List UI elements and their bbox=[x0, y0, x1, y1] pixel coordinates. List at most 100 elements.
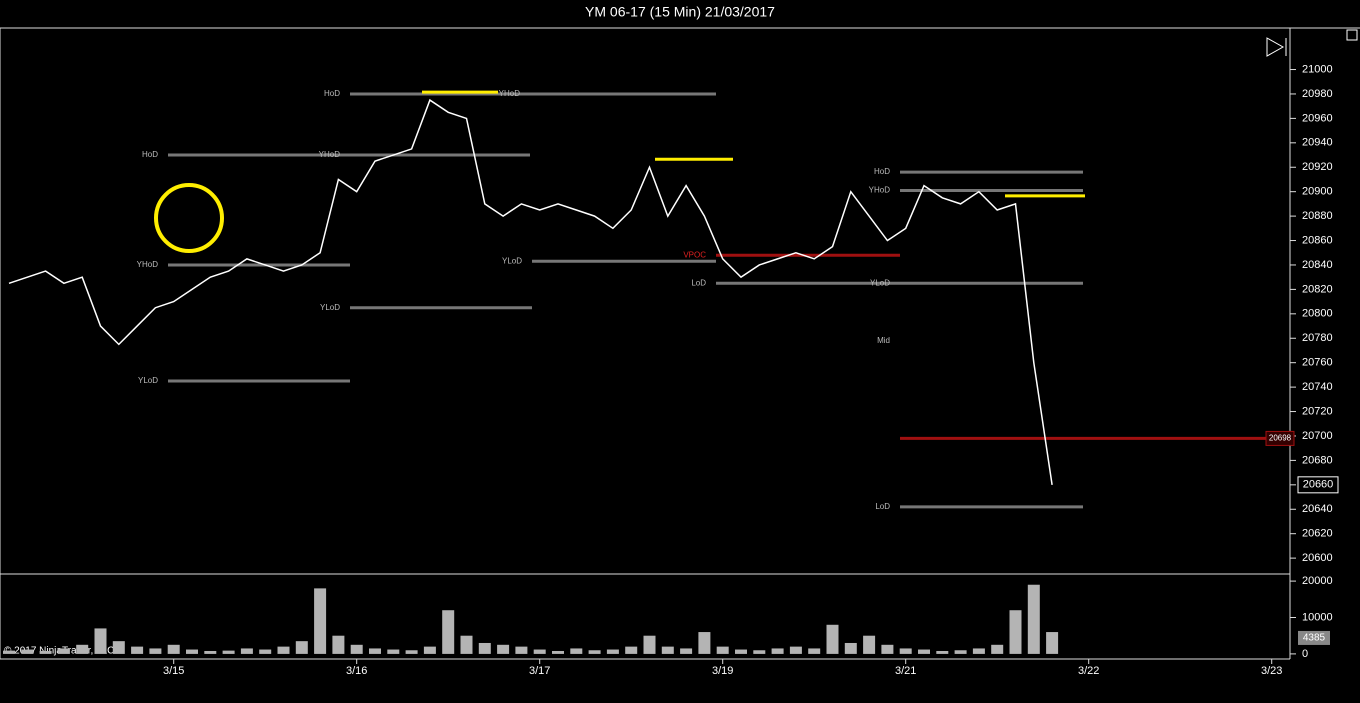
volume-bar bbox=[771, 648, 784, 654]
volume-bar bbox=[94, 628, 107, 654]
x-tick-label: 3/17 bbox=[529, 665, 550, 677]
x-tick-label: 3/15 bbox=[163, 665, 184, 677]
volume-bar bbox=[478, 642, 491, 654]
last-price-label: 20660 bbox=[1303, 479, 1334, 491]
volume-bar bbox=[222, 650, 235, 654]
level-label: YLoD bbox=[870, 278, 890, 287]
y-tick-label: 20760 bbox=[1302, 357, 1333, 369]
volume-bar bbox=[661, 646, 674, 654]
volume-bar bbox=[789, 646, 802, 654]
volume-bar bbox=[423, 646, 436, 654]
volume-bar bbox=[240, 648, 253, 654]
volume-bar bbox=[350, 644, 363, 654]
y-tick-label: 20680 bbox=[1302, 454, 1333, 466]
volume-bar bbox=[277, 646, 290, 654]
level-label: HoD bbox=[324, 89, 340, 98]
volume-bar bbox=[680, 648, 693, 654]
y-tick-label: 10000 bbox=[1302, 611, 1333, 623]
y-tick-label: 20000 bbox=[1302, 575, 1333, 587]
volume-bar bbox=[112, 641, 125, 654]
f-button[interactable] bbox=[1346, 29, 1358, 41]
volume-bar bbox=[1046, 632, 1059, 654]
volume-bar bbox=[167, 644, 180, 654]
volume-bar bbox=[881, 644, 894, 654]
level-label: YHoD bbox=[499, 89, 521, 98]
level-label: YHoD bbox=[319, 150, 341, 159]
volume-bar bbox=[936, 650, 949, 654]
x-tick-label: 3/23 bbox=[1261, 665, 1282, 677]
y-tick-label: 20960 bbox=[1302, 112, 1333, 124]
y-tick-label: 20720 bbox=[1302, 405, 1333, 417]
level-label: HoD bbox=[874, 167, 890, 176]
y-tick-label: 20900 bbox=[1302, 186, 1333, 198]
level-label: HoD bbox=[142, 150, 158, 159]
y-tick-label: 20880 bbox=[1302, 210, 1333, 222]
y-tick-label: 20840 bbox=[1302, 259, 1333, 271]
level-label: LoD bbox=[875, 502, 890, 511]
volume-bar bbox=[149, 648, 162, 654]
volume-bar bbox=[716, 646, 729, 654]
volume-bar bbox=[314, 588, 327, 654]
vpoc-label: 20698 bbox=[1269, 434, 1292, 443]
level-label: YLoD bbox=[138, 376, 158, 385]
x-tick-label: 3/19 bbox=[712, 665, 733, 677]
level-label: VPOC bbox=[683, 250, 706, 259]
volume-bar bbox=[552, 650, 564, 654]
level-label: YHoD bbox=[869, 186, 891, 195]
volume-bar bbox=[1009, 610, 1022, 654]
level-label: Mid bbox=[877, 336, 890, 345]
y-tick-label: 20800 bbox=[1302, 308, 1333, 320]
volume-bar bbox=[3, 650, 15, 654]
volume-bar bbox=[625, 646, 638, 654]
volume-bar bbox=[515, 646, 528, 654]
y-tick-label: 20920 bbox=[1302, 161, 1333, 173]
volume-bar bbox=[57, 648, 70, 654]
volume-bar bbox=[753, 650, 766, 654]
level-label: YHoD bbox=[137, 260, 159, 269]
volume-bar bbox=[972, 648, 985, 654]
volume-bar bbox=[1027, 584, 1040, 654]
volume-bar bbox=[863, 635, 876, 654]
y-tick-label: 20860 bbox=[1302, 234, 1333, 246]
volume-bar bbox=[497, 644, 510, 654]
y-tick-label: 20820 bbox=[1302, 283, 1333, 295]
volume-bar bbox=[387, 649, 400, 654]
volume-bar bbox=[808, 648, 821, 654]
volume-bar bbox=[204, 650, 217, 654]
volume-bar bbox=[698, 632, 711, 654]
volume-bar bbox=[295, 641, 308, 654]
volume-bar bbox=[826, 624, 839, 654]
y-tick-label: 20700 bbox=[1302, 430, 1333, 442]
volume-bar bbox=[186, 649, 198, 654]
volume-bar bbox=[735, 649, 747, 654]
vpoc-tag bbox=[1265, 430, 1295, 446]
play-icon[interactable] bbox=[1266, 37, 1287, 57]
level-label: YLoD bbox=[502, 256, 522, 265]
play-arrow[interactable] bbox=[1266, 37, 1285, 57]
volume-bar bbox=[442, 610, 455, 654]
level-label: YLoD bbox=[320, 303, 340, 312]
volume-bar bbox=[606, 649, 619, 654]
chart-title: YM 06-17 (15 Min) 21/03/2017 bbox=[585, 4, 775, 20]
y-tick-label: 21000 bbox=[1302, 63, 1333, 75]
x-tick-label: 3/21 bbox=[895, 665, 916, 677]
last-price-tag bbox=[1297, 476, 1339, 494]
volume-bar bbox=[39, 650, 52, 654]
volume-bar bbox=[954, 650, 967, 654]
x-tick-label: 3/16 bbox=[346, 665, 367, 677]
y-tick-label: 20780 bbox=[1302, 332, 1333, 344]
volume-bar bbox=[259, 649, 272, 654]
price-line bbox=[8, 98, 1053, 485]
volume-bar bbox=[844, 642, 857, 654]
volume-bar bbox=[405, 650, 418, 654]
y-tick-label: 20620 bbox=[1302, 528, 1333, 540]
y-tick-label: 20980 bbox=[1302, 88, 1333, 100]
volume-bar bbox=[533, 649, 546, 654]
volume-bar bbox=[76, 644, 89, 654]
last-volume-tag bbox=[1298, 630, 1330, 645]
highlight-circle bbox=[154, 183, 224, 253]
y-tick-label: 0 bbox=[1302, 648, 1308, 660]
